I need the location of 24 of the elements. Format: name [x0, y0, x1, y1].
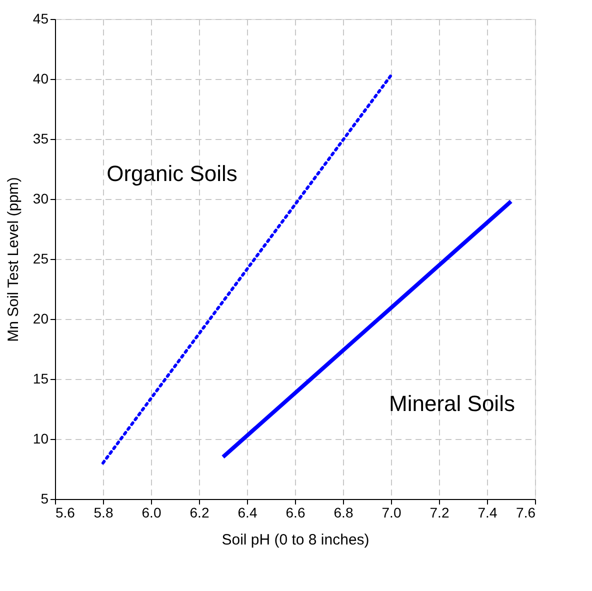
x-tick-label: 6.8: [334, 504, 354, 520]
x-tick-label: 6.0: [142, 504, 162, 520]
y-tick-label: 30: [32, 190, 49, 206]
text: Organic Soils: [106, 161, 238, 186]
y-tick-label: 20: [32, 310, 49, 326]
x-tick-label: 5.8: [94, 504, 114, 520]
x-tick-label: 7.0: [382, 504, 402, 520]
x-tick-label: 5.6: [56, 504, 76, 520]
y-tick-label: 35: [32, 130, 49, 146]
y-tick-label: 10: [32, 430, 49, 446]
x-tick-label: 6.2: [190, 504, 210, 520]
x-axis-title: Soil pH (0 to 8 inches): [222, 532, 370, 548]
x-tick-label: 7.4: [478, 504, 498, 520]
y-tick-label: 15: [32, 370, 49, 386]
y-tick-label: 25: [32, 250, 49, 266]
y-tick-label: 5: [40, 490, 49, 506]
y-axis-title: Mn Soil Test Level (ppm): [4, 177, 22, 342]
x-tick-label: 6.4: [238, 504, 258, 520]
y-tick-label: 45: [32, 10, 49, 26]
text: Mineral Soils: [389, 391, 515, 416]
x-tick-label: 6.6: [286, 504, 306, 520]
x-tick-label: 7.2: [430, 504, 450, 520]
y-tick-label: 40: [32, 70, 49, 86]
x-tick-label: 7.6: [516, 504, 536, 520]
